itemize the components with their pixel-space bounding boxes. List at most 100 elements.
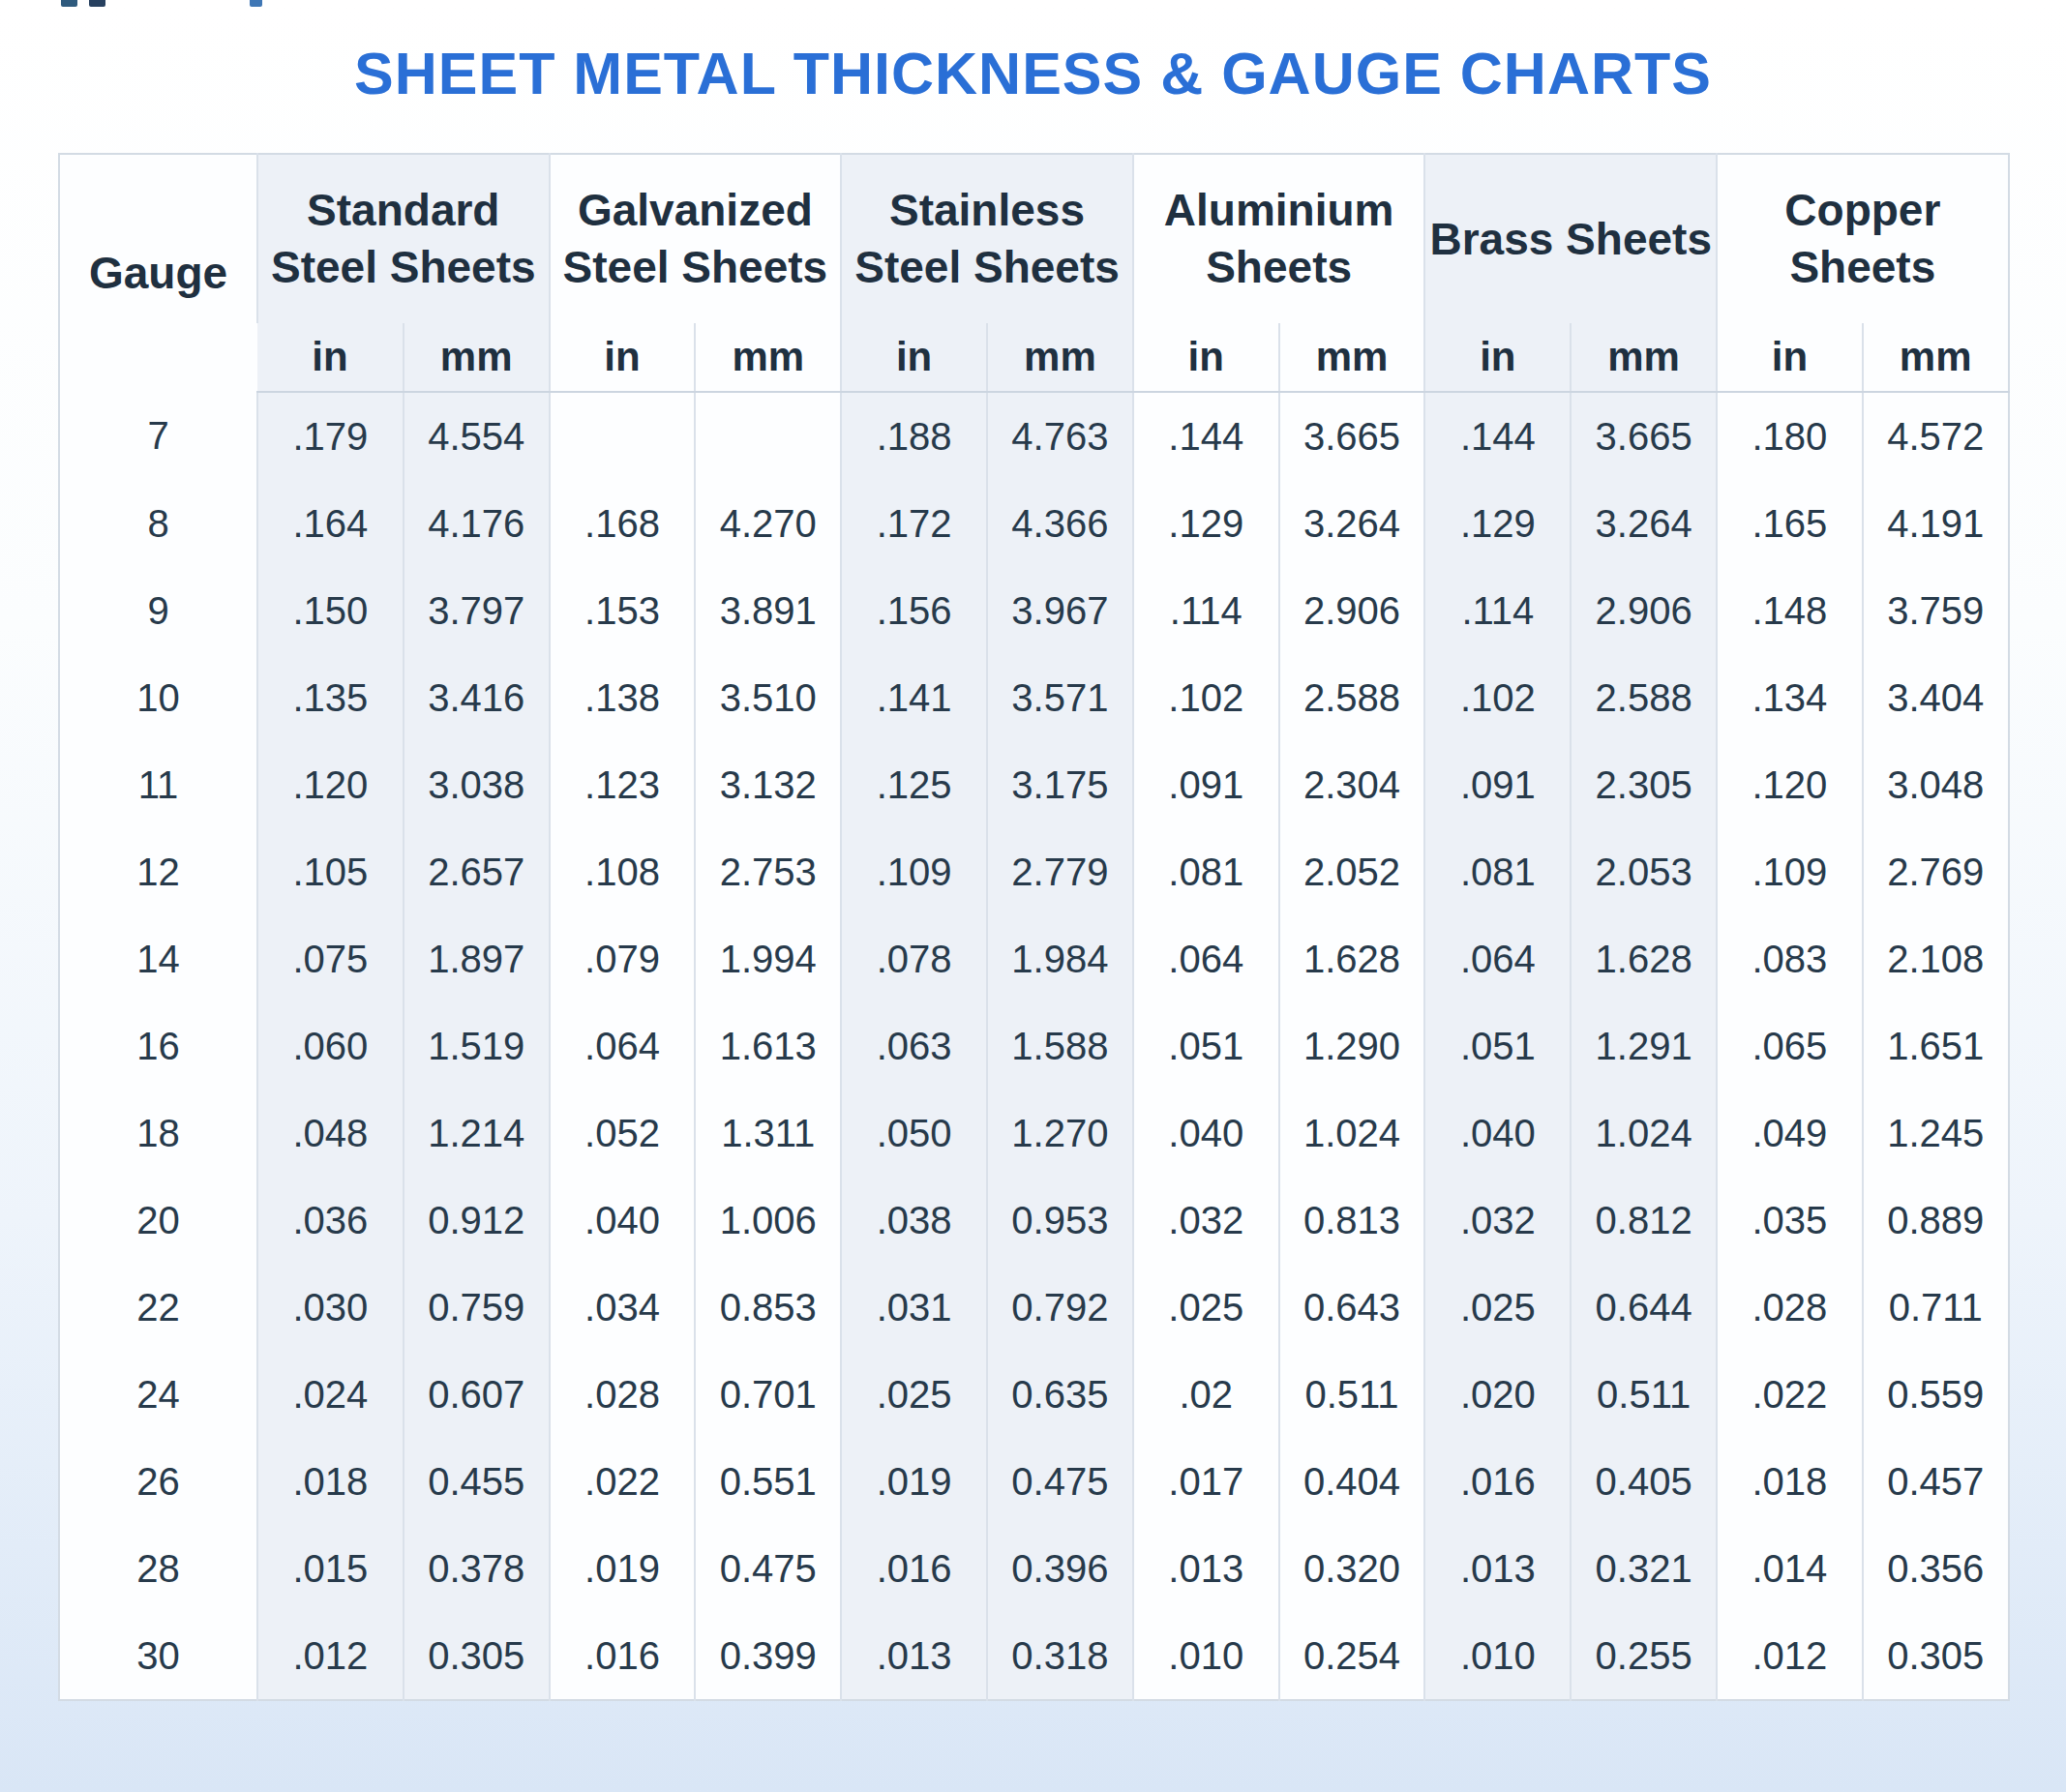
unit-header-in: in xyxy=(257,323,404,392)
value-cell: 0.455 xyxy=(404,1438,550,1525)
gauge-table-container: GaugeStandard Steel SheetsGalvanized Ste… xyxy=(58,153,2008,1701)
value-cell: 1.519 xyxy=(404,1002,550,1090)
value-cell: .129 xyxy=(1133,480,1279,567)
table-row: 30.0120.305.0160.399.0130.318.0100.254.0… xyxy=(59,1612,2009,1700)
gauge-cell: 8 xyxy=(59,480,257,567)
value-cell: 0.853 xyxy=(695,1264,841,1351)
value-cell: .165 xyxy=(1717,480,1863,567)
value-cell: .168 xyxy=(550,480,696,567)
value-cell: .025 xyxy=(1424,1264,1571,1351)
value-cell: 1.006 xyxy=(695,1177,841,1264)
value-cell: .079 xyxy=(550,915,696,1002)
value-cell: 1.628 xyxy=(1279,915,1425,1002)
value-cell: 1.897 xyxy=(404,915,550,1002)
value-cell: .120 xyxy=(1717,741,1863,828)
value-cell: .109 xyxy=(1717,828,1863,915)
value-cell: .063 xyxy=(841,1002,987,1090)
value-cell: .016 xyxy=(1424,1438,1571,1525)
value-cell: 0.912 xyxy=(404,1177,550,1264)
value-cell: .016 xyxy=(550,1612,696,1700)
value-cell: 1.024 xyxy=(1279,1090,1425,1177)
page-title: SHEET METAL THICKNESS & GAUGE CHARTS xyxy=(0,0,2066,105)
unit-header-row: inmminmminmminmminmminmm xyxy=(59,323,2009,392)
value-cell: 0.404 xyxy=(1279,1438,1425,1525)
value-cell: 4.554 xyxy=(404,392,550,480)
value-cell: .129 xyxy=(1424,480,1571,567)
column-header-galvanized-steel-sheets: Galvanized Steel Sheets xyxy=(550,154,842,323)
value-cell: 2.304 xyxy=(1279,741,1425,828)
value-cell: .078 xyxy=(841,915,987,1002)
value-cell: .018 xyxy=(257,1438,404,1525)
value-cell: 4.763 xyxy=(987,392,1133,480)
value-cell: 0.953 xyxy=(987,1177,1133,1264)
value-cell: 0.792 xyxy=(987,1264,1133,1351)
value-cell: 0.607 xyxy=(404,1351,550,1438)
value-cell: .038 xyxy=(841,1177,987,1264)
table-row: 24.0240.607.0280.701.0250.635.020.511.02… xyxy=(59,1351,2009,1438)
value-cell: .015 xyxy=(257,1525,404,1612)
value-cell: 3.132 xyxy=(695,741,841,828)
gauge-table: GaugeStandard Steel SheetsGalvanized Ste… xyxy=(58,153,2010,1701)
value-cell: .051 xyxy=(1424,1002,1571,1090)
value-cell: .050 xyxy=(841,1090,987,1177)
value-cell: 1.311 xyxy=(695,1090,841,1177)
table-row: 28.0150.378.0190.475.0160.396.0130.320.0… xyxy=(59,1525,2009,1612)
value-cell: .019 xyxy=(841,1438,987,1525)
value-cell: .013 xyxy=(841,1612,987,1700)
value-cell: .010 xyxy=(1424,1612,1571,1700)
value-cell: 2.588 xyxy=(1571,654,1717,741)
value-cell: 0.405 xyxy=(1571,1438,1717,1525)
value-cell: .172 xyxy=(841,480,987,567)
value-cell: 1.588 xyxy=(987,1002,1133,1090)
value-cell xyxy=(695,392,841,480)
unit-header-mm: mm xyxy=(695,323,841,392)
value-cell: .018 xyxy=(1717,1438,1863,1525)
table-head: GaugeStandard Steel SheetsGalvanized Ste… xyxy=(59,154,2009,392)
value-cell: 3.571 xyxy=(987,654,1133,741)
value-cell: .032 xyxy=(1133,1177,1279,1264)
value-cell: 2.769 xyxy=(1863,828,2009,915)
table-body: 7.1794.554.1884.763.1443.665.1443.665.18… xyxy=(59,392,2009,1700)
value-cell: .102 xyxy=(1424,654,1571,741)
value-cell: .022 xyxy=(1717,1351,1863,1438)
value-cell: 1.628 xyxy=(1571,915,1717,1002)
value-cell: 0.457 xyxy=(1863,1438,2009,1525)
value-cell: 0.711 xyxy=(1863,1264,2009,1351)
value-cell: .083 xyxy=(1717,915,1863,1002)
value-cell: .150 xyxy=(257,567,404,654)
value-cell: .156 xyxy=(841,567,987,654)
value-cell: .138 xyxy=(550,654,696,741)
table-row: 8.1644.176.1684.270.1724.366.1293.264.12… xyxy=(59,480,2009,567)
value-cell: .016 xyxy=(841,1525,987,1612)
value-cell: .064 xyxy=(1133,915,1279,1002)
value-cell: 0.551 xyxy=(695,1438,841,1525)
value-cell: 0.475 xyxy=(987,1438,1133,1525)
gauge-cell: 16 xyxy=(59,1002,257,1090)
value-cell: .141 xyxy=(841,654,987,741)
value-cell: .120 xyxy=(257,741,404,828)
gauge-cell: 7 xyxy=(59,392,257,480)
value-cell: 3.967 xyxy=(987,567,1133,654)
logo-fragment-icon xyxy=(61,0,77,7)
table-row: 9.1503.797.1533.891.1563.967.1142.906.11… xyxy=(59,567,2009,654)
gauge-cell: 9 xyxy=(59,567,257,654)
value-cell: 1.291 xyxy=(1571,1002,1717,1090)
value-cell: 1.984 xyxy=(987,915,1133,1002)
value-cell: .010 xyxy=(1133,1612,1279,1700)
value-cell: 3.510 xyxy=(695,654,841,741)
value-cell: .179 xyxy=(257,392,404,480)
value-cell: 4.572 xyxy=(1863,392,2009,480)
value-cell: 0.305 xyxy=(404,1612,550,1700)
value-cell: .064 xyxy=(1424,915,1571,1002)
value-cell: 0.305 xyxy=(1863,1612,2009,1700)
value-cell: 1.994 xyxy=(695,915,841,1002)
value-cell: .102 xyxy=(1133,654,1279,741)
value-cell: .014 xyxy=(1717,1525,1863,1612)
unit-header-mm: mm xyxy=(404,323,550,392)
page: SHEET METAL THICKNESS & GAUGE CHARTS Gau… xyxy=(0,0,2066,1701)
table-row: 10.1353.416.1383.510.1413.571.1022.588.1… xyxy=(59,654,2009,741)
value-cell: 3.175 xyxy=(987,741,1133,828)
table-row: 22.0300.759.0340.853.0310.792.0250.643.0… xyxy=(59,1264,2009,1351)
value-cell: 2.657 xyxy=(404,828,550,915)
value-cell: 0.321 xyxy=(1571,1525,1717,1612)
